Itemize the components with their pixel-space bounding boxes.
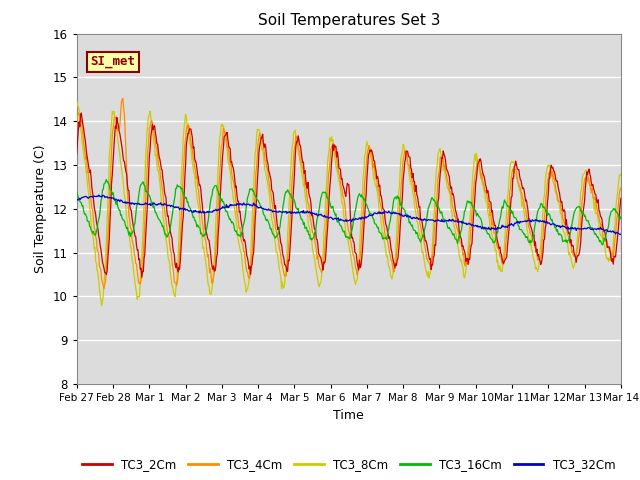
X-axis label: Time: Time — [333, 408, 364, 421]
Text: SI_met: SI_met — [90, 56, 136, 69]
Title: Soil Temperatures Set 3: Soil Temperatures Set 3 — [257, 13, 440, 28]
Legend: TC3_2Cm, TC3_4Cm, TC3_8Cm, TC3_16Cm, TC3_32Cm: TC3_2Cm, TC3_4Cm, TC3_8Cm, TC3_16Cm, TC3… — [77, 454, 620, 476]
Y-axis label: Soil Temperature (C): Soil Temperature (C) — [34, 144, 47, 273]
